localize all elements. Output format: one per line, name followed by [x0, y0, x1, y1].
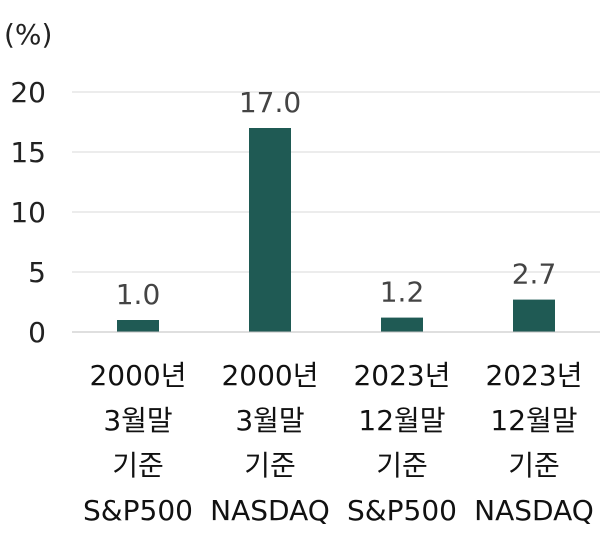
- gridlines: [72, 91, 600, 273]
- x-category-label: 2000년: [221, 359, 318, 392]
- x-category-label: 12월말: [490, 404, 577, 437]
- bar: [513, 299, 555, 332]
- y-tick-label: 15: [10, 136, 46, 169]
- x-category-label: 12월말: [358, 404, 445, 437]
- bar: [117, 320, 159, 332]
- x-category-label: 기준: [376, 449, 428, 482]
- bars: [117, 128, 555, 332]
- data-labels: 1.0 17.0 1.2 2.7: [116, 86, 557, 311]
- x-category-label: 3월말: [103, 404, 172, 437]
- x-category-label: 기준: [244, 449, 296, 482]
- data-label: 2.7: [512, 258, 557, 291]
- y-tick-label: 10: [10, 196, 46, 229]
- x-category-label: 기준: [112, 449, 164, 482]
- x-category-label: S&P500: [83, 494, 193, 527]
- y-tick-label: 5: [28, 256, 46, 289]
- y-axis-ticks: 0 5 10 15 20: [10, 76, 46, 349]
- data-label: 1.0: [116, 278, 161, 311]
- x-category-label: 기준: [508, 449, 560, 482]
- data-label: 1.2: [380, 276, 425, 309]
- x-category-label: NASDAQ: [210, 494, 330, 527]
- x-category-label: 2000년: [89, 359, 186, 392]
- y-tick-label: 0: [28, 316, 46, 349]
- x-category-label: 3월말: [235, 404, 304, 437]
- data-label: 17.0: [239, 86, 301, 119]
- x-category-label: S&P500: [347, 494, 457, 527]
- x-category-label: 2023년: [353, 359, 450, 392]
- x-category-label: NASDAQ: [474, 494, 594, 527]
- bar: [249, 128, 291, 332]
- bar: [381, 317, 423, 332]
- y-tick-label: 20: [10, 76, 46, 109]
- x-category-label: 2023년: [485, 359, 582, 392]
- y-axis-unit-label: (%): [4, 18, 53, 51]
